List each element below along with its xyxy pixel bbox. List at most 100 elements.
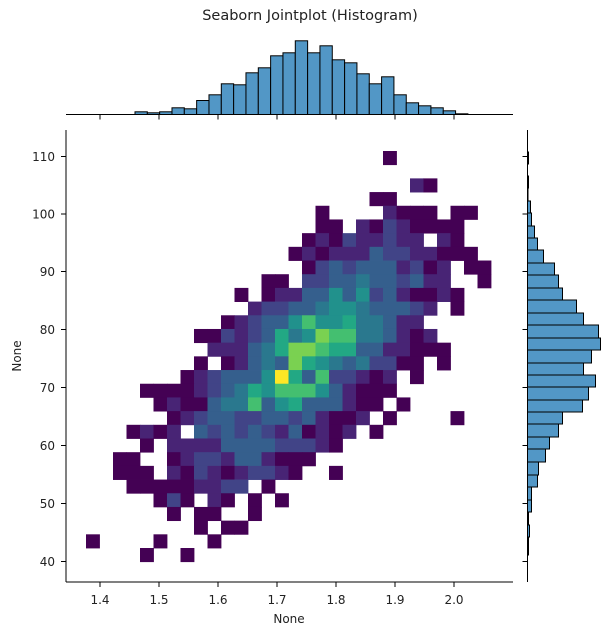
heatmap-cell	[356, 287, 370, 302]
marginal-x-bar	[196, 100, 210, 115]
heatmap-cell	[302, 301, 316, 316]
heatmap-cell	[356, 342, 370, 357]
heatmap-cell	[248, 356, 262, 371]
heatmap-cell	[234, 465, 249, 480]
heatmap-cell	[207, 370, 222, 385]
heatmap-cell	[221, 452, 235, 467]
y-tick-label: 110	[32, 150, 55, 164]
heatmap-cell	[383, 356, 397, 371]
heatmap-cell	[180, 452, 195, 467]
heatmap-cell	[261, 411, 276, 426]
heatmap-cell	[383, 151, 397, 166]
heatmap-cell	[167, 506, 181, 522]
marginal-x-bar	[368, 83, 383, 116]
heatmap-cell	[221, 424, 235, 439]
heatmap-cell	[437, 356, 451, 371]
heatmap-cell	[369, 328, 384, 344]
heatmap-cell	[126, 465, 141, 480]
heatmap-cell	[396, 205, 411, 220]
heatmap-cell	[410, 342, 424, 357]
heatmap-cell	[383, 328, 397, 344]
heatmap-cell	[329, 219, 343, 234]
heatmap-cell	[329, 370, 343, 385]
heatmap-cell	[261, 315, 276, 330]
heatmap-cell	[329, 383, 343, 398]
heatmap-cell	[383, 315, 397, 330]
heatmap-cell	[302, 438, 316, 453]
heatmap-cell	[261, 438, 276, 453]
heatmap-cell	[234, 383, 249, 398]
heatmap-cell	[180, 493, 195, 508]
heatmap-cell	[315, 397, 330, 412]
heatmap-cell	[153, 479, 168, 494]
heatmap-cell	[315, 274, 330, 289]
heatmap-cell	[248, 506, 262, 522]
heatmap-cell	[140, 383, 154, 398]
heatmap-cell	[207, 411, 222, 426]
heatmap-cell	[369, 356, 384, 371]
heatmap-cell	[464, 260, 478, 275]
heatmap-cell	[180, 465, 195, 480]
heatmap-cell	[369, 315, 384, 330]
heatmap-cell	[302, 424, 316, 439]
heatmap-cell	[126, 452, 141, 467]
heatmap-cell	[342, 246, 357, 261]
marginal-x-bar	[220, 83, 235, 116]
heatmap-cell	[275, 383, 289, 398]
heatmap-cell	[396, 397, 411, 412]
heatmap-cell	[221, 370, 235, 385]
heatmap-cell	[221, 411, 235, 426]
heatmap-cell	[315, 205, 330, 220]
heatmap-cell	[275, 342, 289, 357]
heatmap-cell	[140, 548, 154, 563]
heatmap-cell	[302, 356, 316, 371]
heatmap-cell	[423, 219, 438, 234]
heatmap-cell	[315, 246, 330, 261]
joint-heatmap	[86, 151, 492, 563]
heatmap-cell	[288, 356, 303, 371]
heatmap-cell	[275, 411, 289, 426]
heatmap-cell	[477, 274, 492, 289]
heatmap-cell	[369, 274, 384, 289]
heatmap-cell	[248, 301, 262, 316]
marginal-y-bar	[527, 399, 583, 413]
heatmap-cell	[356, 301, 370, 316]
heatmap-cell	[396, 246, 411, 261]
heatmap-cell	[477, 260, 492, 275]
heatmap-cell	[410, 178, 424, 193]
heatmap-cell	[207, 493, 222, 508]
y-axis-ticks: 40 50 60 70 80 90 100 110	[32, 150, 528, 569]
heatmap-cell	[167, 493, 181, 508]
marginal-y-bar	[527, 499, 532, 513]
chart-title: Seaborn Jointplot (Histogram)	[202, 8, 418, 24]
heatmap-cell	[315, 424, 330, 439]
heatmap-cell	[396, 328, 411, 344]
marginal-y-histogram	[527, 151, 601, 556]
marginal-y-bar	[527, 237, 538, 251]
heatmap-cell	[221, 397, 235, 412]
marginal-y-bar	[527, 262, 555, 276]
heatmap-cell	[423, 287, 438, 302]
heatmap-cell	[194, 452, 208, 467]
heatmap-cell	[342, 342, 357, 357]
heatmap-cell	[180, 548, 195, 563]
heatmap-cell	[275, 301, 289, 316]
heatmap-cell	[288, 465, 303, 480]
heatmap-cell	[167, 397, 181, 412]
heatmap-cell	[356, 315, 370, 330]
heatmap-cell	[423, 178, 438, 193]
heatmap-cell	[234, 411, 249, 426]
heatmap-cell	[315, 356, 330, 371]
heatmap-cell	[369, 192, 384, 207]
heatmap-cell	[423, 342, 438, 357]
x-tick-label: 1.8	[326, 593, 345, 607]
heatmap-cell	[437, 274, 451, 289]
heatmap-cell	[221, 520, 235, 535]
heatmap-cell	[356, 274, 370, 289]
heatmap-cell	[167, 479, 181, 494]
heatmap-cell	[315, 411, 330, 426]
heatmap-cell	[234, 315, 249, 330]
y-tick-label: 50	[40, 497, 55, 511]
x-tick-label: 2.0	[444, 593, 463, 607]
heatmap-cell	[288, 342, 303, 357]
